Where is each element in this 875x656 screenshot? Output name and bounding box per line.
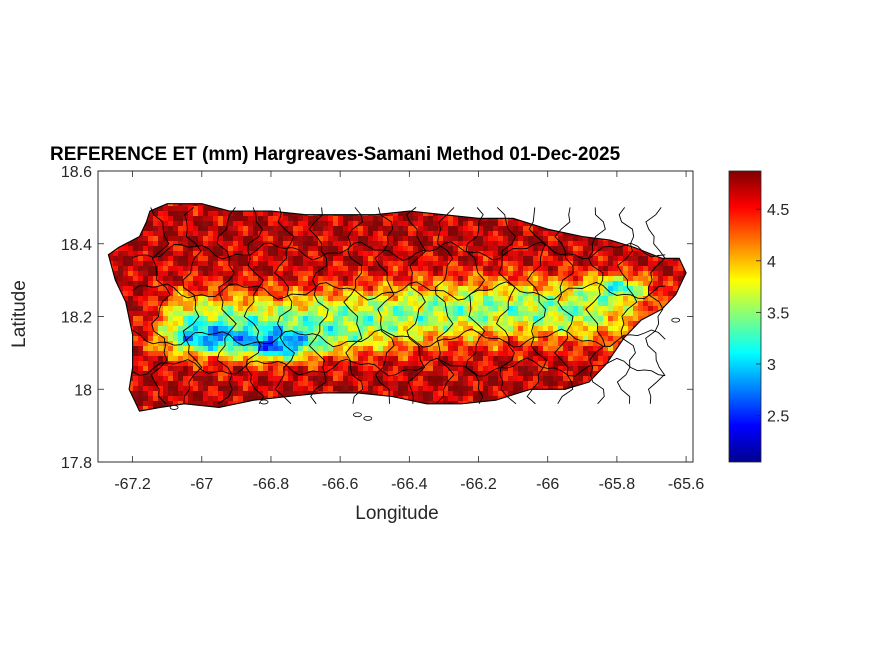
- chart-title: REFERENCE ET (mm) Hargreaves-Samani Meth…: [50, 144, 621, 165]
